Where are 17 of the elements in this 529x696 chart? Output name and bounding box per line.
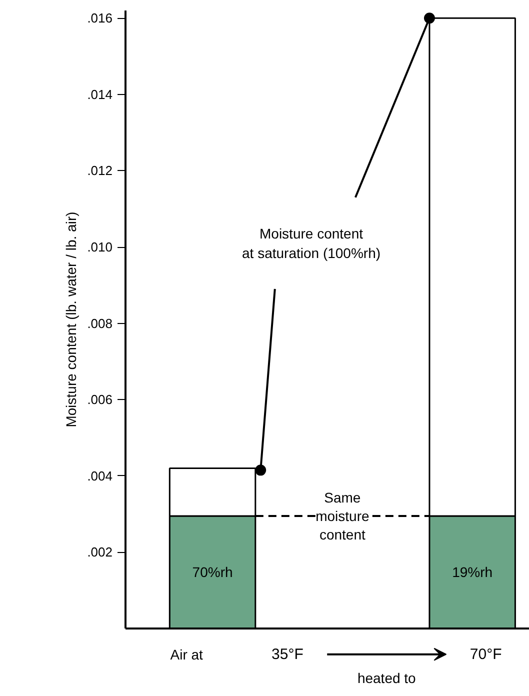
y-axis-title: Moisture content (lb. water / lb. air) — [63, 212, 80, 428]
y-tick-label: .012 — [87, 163, 113, 178]
y-tick-label: .010 — [87, 240, 113, 255]
y-tick-label: .002 — [87, 544, 113, 560]
ref-line-label: Same moisture content — [316, 490, 370, 542]
y-tick-label: .014 — [87, 86, 113, 102]
y-tick-label: .004 — [87, 468, 113, 484]
text: heated to — [357, 670, 416, 686]
annotation: Moisture content at saturation (100%rh) — [242, 226, 381, 261]
y-tick-label: .016 — [87, 10, 113, 26]
x-tick-label: 35°F — [272, 646, 304, 663]
annotation: 19%rh — [452, 564, 493, 580]
y-tick-label: .006 — [87, 392, 113, 408]
y-tick-label: .008 — [87, 316, 113, 331]
annotation: 70%rh — [192, 564, 233, 580]
x-tick-label: 70°F — [470, 646, 502, 663]
text: Air at — [170, 646, 204, 662]
